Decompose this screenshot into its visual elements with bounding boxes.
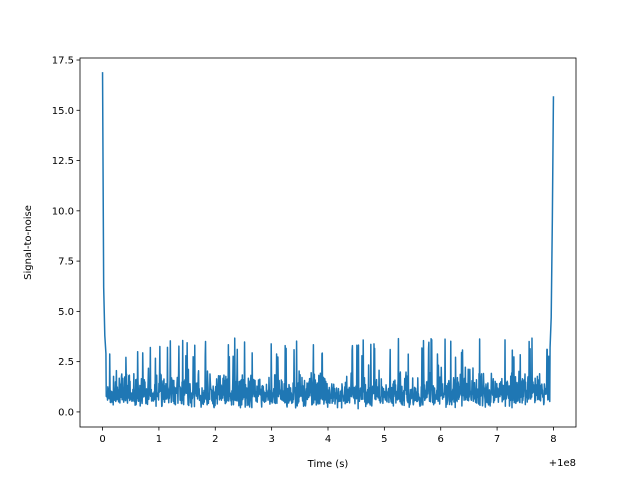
- x-tick-label: 8: [550, 434, 556, 445]
- x-tick-label: 2: [212, 434, 218, 445]
- x-tick-label: 1: [156, 434, 162, 445]
- x-tick-label: 7: [494, 434, 500, 445]
- y-tick-label: 2.5: [58, 357, 74, 368]
- y-tick-label: 5.0: [58, 307, 74, 318]
- y-tick-label: 17.5: [52, 56, 74, 67]
- plot-area: [101, 72, 555, 410]
- x-tick-label: 4: [325, 434, 331, 445]
- y-tick-label: 10.0: [52, 206, 74, 217]
- y-tick-label: 12.5: [52, 156, 74, 167]
- x-tick-label: 3: [268, 434, 274, 445]
- y-axis-label: Signal-to-noise: [23, 205, 34, 280]
- y-tick-label: 15.0: [52, 106, 74, 117]
- y-tick-label: 0.0: [58, 407, 74, 418]
- x-axis-ticks: 0 1 2 3 4 5 6 7 8: [99, 427, 557, 445]
- y-tick-label: 7.5: [58, 257, 74, 268]
- x-tick-label: 5: [381, 434, 387, 445]
- x-tick-label: 0: [99, 434, 105, 445]
- x-tick-label: 6: [438, 434, 444, 445]
- x-axis-offset-label: +1e8: [549, 458, 576, 469]
- x-axis-label: Time (s): [307, 459, 349, 470]
- axes-frame: [79, 57, 577, 428]
- y-axis-ticks: 0.0 2.5 5.0 7.5 10.0 12.5 15.0 17.5: [52, 56, 80, 418]
- snr-series-line: [101, 72, 555, 410]
